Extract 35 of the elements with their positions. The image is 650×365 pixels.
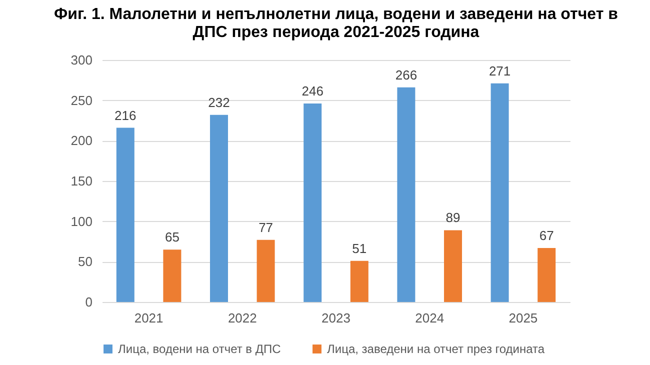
data-label: 65 [164, 230, 180, 245]
data-label: 89 [446, 210, 460, 226]
legend-label: Лица, водени на отчет в ДПС [118, 342, 282, 356]
data-label: 246 [302, 84, 324, 99]
y-tick-label: 300 [70, 52, 92, 68]
y-tick-label: 0 [85, 294, 92, 310]
legend-label: Лица, заведени на отчет през годината [327, 342, 545, 356]
bar [444, 230, 462, 302]
chart-title: Фиг. 1. Малолетни и непълнолетни лица, водени и заведени на отчет в ДПС през периода 2021-2025 година [54, 6, 618, 41]
bar [397, 87, 416, 302]
y-tick-label: 50 [78, 254, 92, 270]
data-label: 77 [258, 220, 274, 235]
data-label: 266 [395, 67, 418, 82]
bar [304, 104, 322, 302]
data-label: 271 [488, 63, 511, 78]
bar [163, 250, 182, 302]
bar [490, 83, 509, 302]
data-label: 51 [352, 240, 367, 256]
x-tick-label: 2024 [415, 310, 444, 326]
y-tick-label: 200 [70, 133, 92, 148]
data-label: 216 [114, 108, 136, 123]
y-tick-label: 150 [70, 174, 92, 188]
y-tick-label: 100 [70, 214, 92, 229]
x-tick-label: 2022 [228, 310, 257, 326]
y-tick-label: 250 [70, 92, 92, 108]
bar [256, 240, 275, 302]
data-label: 232 [208, 94, 230, 110]
x-tick-label: 2021 [134, 310, 164, 326]
bar [210, 114, 228, 302]
x-tick-label: 2025 [508, 310, 538, 326]
data-label: 67 [539, 228, 554, 243]
bar [116, 128, 134, 302]
bar [350, 260, 368, 302]
bar [538, 248, 556, 302]
x-tick-label: 2023 [322, 310, 350, 326]
